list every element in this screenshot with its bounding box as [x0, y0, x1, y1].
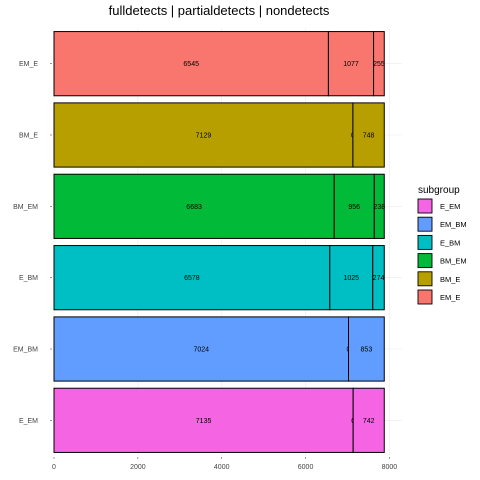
bar-segment [53, 102, 354, 168]
data-label: 6683 [186, 204, 202, 211]
bar-segment [352, 102, 385, 168]
data-label: 1025 [343, 275, 359, 282]
legend-key [417, 234, 433, 250]
bar-segment [352, 387, 385, 453]
y-tick-label: E_EM [19, 418, 38, 425]
data-label: 748 [363, 133, 375, 140]
legend-key [417, 216, 433, 232]
data-label: 7129 [196, 133, 212, 140]
x-tick-label: 8000 [382, 464, 398, 471]
bars: 6545107725571290748668395623865781025274… [53, 31, 385, 453]
legend-label: EM_BM [440, 220, 467, 229]
legend-key [417, 253, 433, 269]
x-tick-label: 4000 [214, 464, 230, 471]
data-label: 853 [361, 347, 373, 354]
bar-segment [373, 173, 385, 239]
legend-key [417, 271, 433, 287]
bar-segment [53, 31, 329, 97]
x-tick-label: 0 [52, 464, 56, 471]
legend-title: subgroup [418, 185, 460, 196]
data-label: 7024 [193, 347, 209, 354]
bar-segment [327, 31, 375, 97]
y-tick-label: EM_E [19, 61, 38, 68]
bar-segment [333, 173, 375, 239]
x-tick-label: 2000 [130, 464, 146, 471]
legend-label: E_EM [440, 202, 460, 211]
bar-segment [372, 245, 385, 311]
data-label: 255 [373, 61, 385, 68]
data-label: 6545 [183, 61, 199, 68]
bar-segment [373, 31, 385, 97]
legend-label: E_BM [440, 238, 460, 247]
bar-segment [53, 173, 335, 239]
chart-title: fulldetects | partialdetects | nondetect… [109, 3, 330, 18]
y-tick-label: E_BM [19, 275, 38, 282]
data-label: 274 [373, 275, 385, 282]
bar-segment [329, 245, 374, 311]
legend-label: BM_E [440, 275, 460, 284]
bar-segment [53, 245, 331, 311]
legend: subgroup E_EM EM_BM E_BM BM_EM BM_E EM_E [417, 185, 467, 305]
y-tick-label: EM_BM [13, 347, 38, 354]
data-label: 742 [363, 418, 375, 425]
y-tick-label: BM_EM [13, 204, 38, 211]
data-label: 956 [348, 204, 360, 211]
bar-segment [348, 316, 385, 382]
x-tick-label: 6000 [298, 464, 314, 471]
y-tick-label: BM_E [19, 133, 38, 140]
legend-label: BM_EM [440, 257, 467, 266]
legend-label: EM_E [440, 293, 460, 302]
data-label: 6578 [184, 275, 200, 282]
bar-segment [53, 387, 354, 453]
legend-key [417, 198, 433, 214]
data-label: 1077 [343, 61, 359, 68]
bar-segment [53, 316, 350, 382]
legend-key [417, 289, 433, 305]
data-label: 238 [373, 204, 385, 211]
axis-labels: 0 2000 4000 6000 8000 EM_E BM_E BM_EM E_BM EM_BM E… [13, 61, 397, 471]
data-label: 7135 [196, 418, 212, 425]
